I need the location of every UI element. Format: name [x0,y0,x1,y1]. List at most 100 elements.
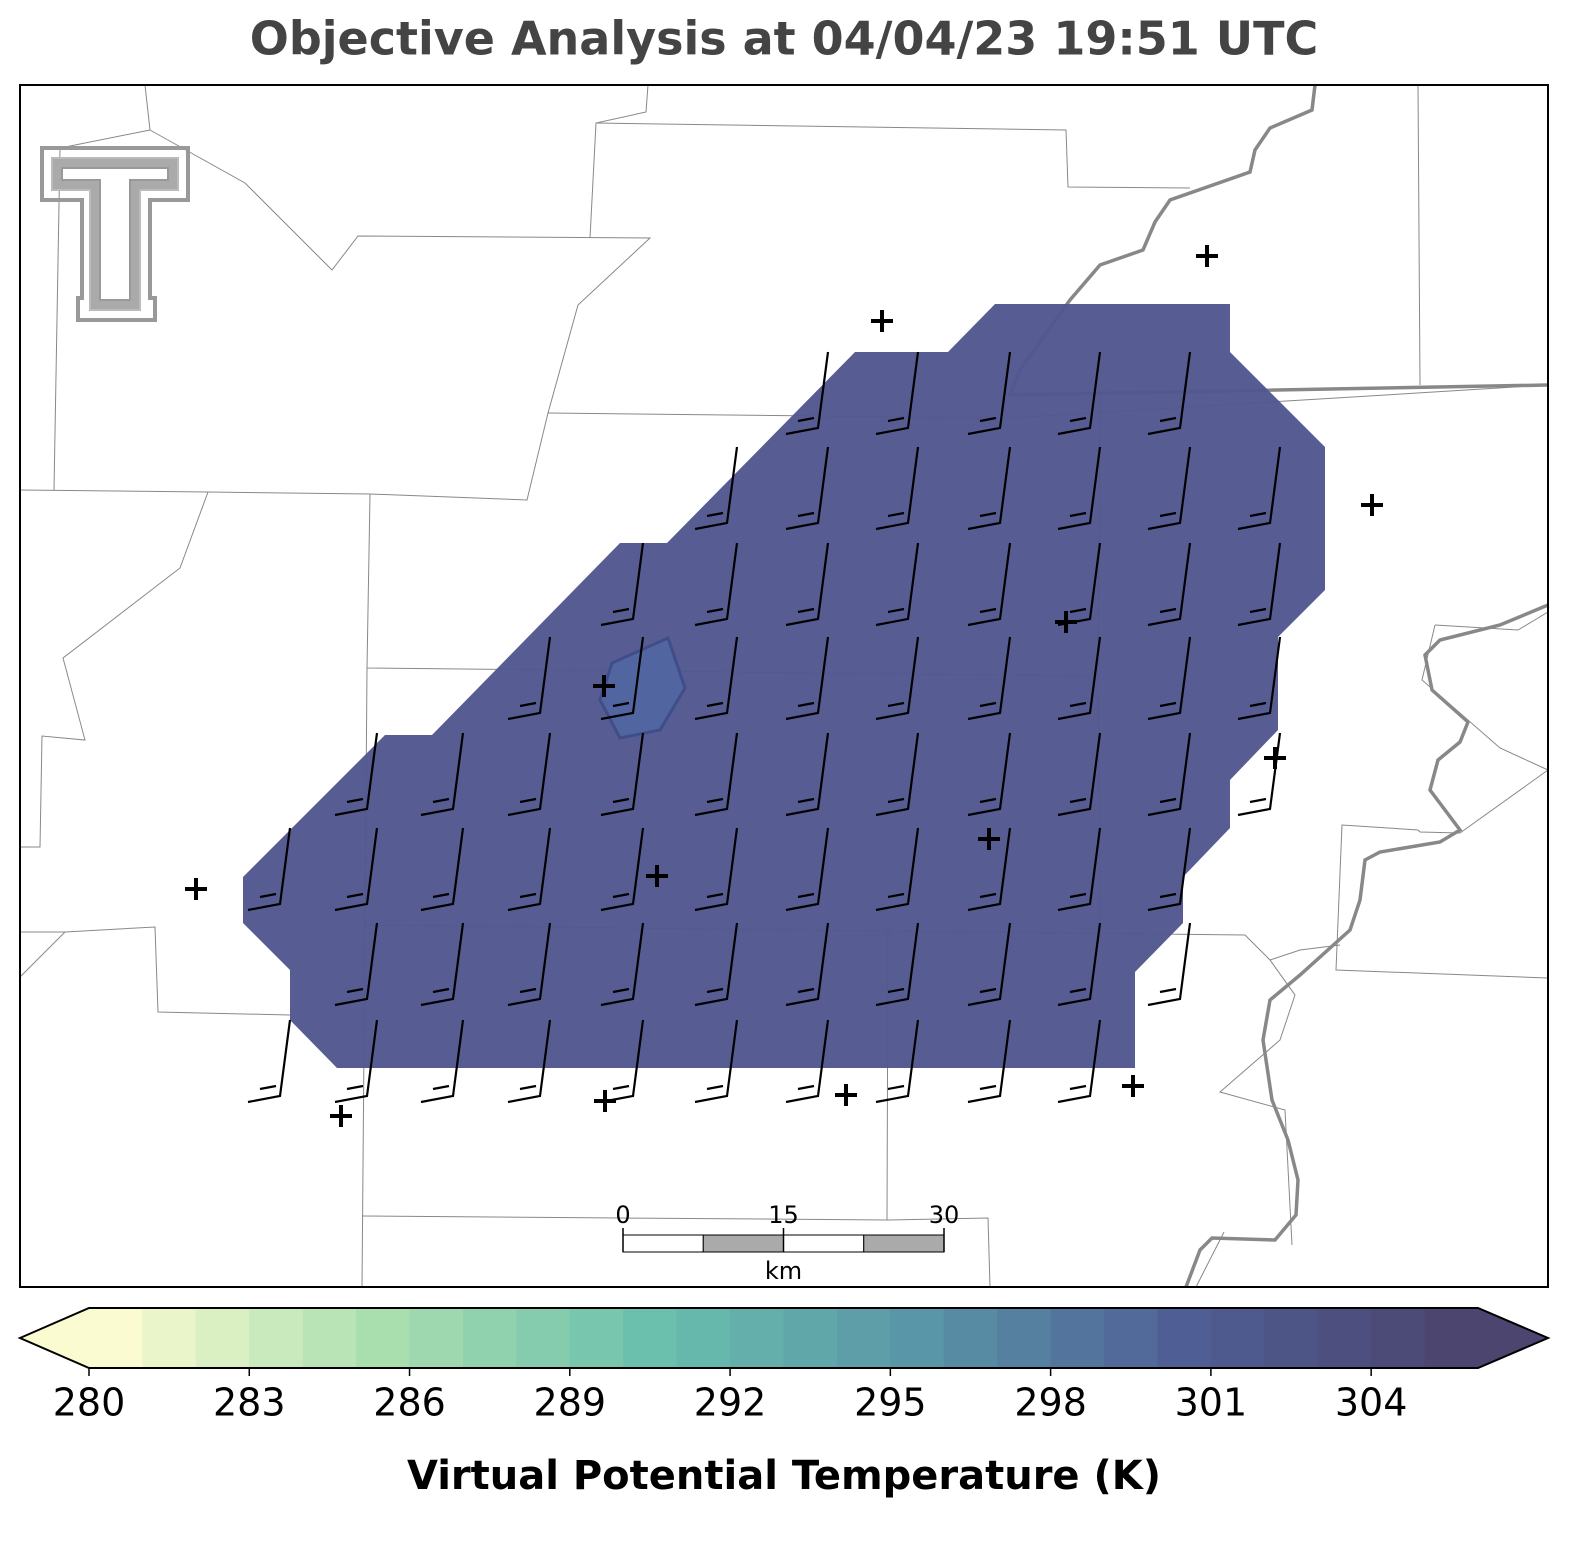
wind-barb [1147,922,1192,1007]
wind-barb [1237,636,1282,721]
wind-barb [694,1019,739,1104]
wind-barb [334,922,379,1007]
wind-barb [600,732,645,817]
wind-barb [967,636,1012,721]
scale-segment [702,1234,784,1253]
wind-barb [785,542,830,627]
station-marker [594,1090,616,1112]
scale-segment [783,1234,865,1253]
wind-barb [875,732,920,817]
colorbar-tick-label: 304 [1335,1381,1408,1425]
colorbar-level [89,1308,143,1368]
colorbar-level [1264,1308,1319,1368]
wind-barb [247,827,292,912]
colorbar-tick-label: 289 [534,1381,607,1425]
wind-barb [694,732,739,817]
scale-bar: 0 15 30 km [615,1201,959,1285]
wind-barb [1057,827,1102,912]
colorbar-tick-label: 295 [854,1381,927,1425]
colorbar-level [195,1308,250,1368]
wind-barb [507,636,552,721]
colorbar-level [1210,1308,1265,1368]
colorbar-level [890,1308,945,1368]
colorbar-extend-low [20,1308,89,1368]
wind-barb [967,732,1012,817]
colorbar: 280 283 286 289 292 295 298 301 304 [17,1307,1551,1425]
wind-barb [1147,827,1192,912]
colorbar-level [1157,1308,1212,1368]
station-marker [1196,245,1218,267]
wind-barb [967,827,1012,912]
wind-barb [967,446,1012,531]
colorbar-level [730,1308,784,1368]
wind-barb [1057,446,1102,531]
colorbar-level [142,1308,197,1368]
colorbar-level [356,1308,411,1368]
wind-barb [1057,1019,1102,1104]
colorbar-level [516,1308,571,1368]
wind-barb [420,922,465,1007]
wind-barbs [247,351,1282,1104]
colorbar-level [997,1308,1052,1368]
wind-barb [1057,351,1102,436]
wind-barb [1057,922,1102,1007]
wind-barb [507,827,552,912]
wind-barb [247,1019,292,1104]
colorbar-level [676,1308,731,1368]
wind-barb [1147,732,1192,817]
scale-tick-label: 30 [929,1201,960,1229]
scale-tick-label: 15 [768,1201,799,1229]
wind-barb [600,827,645,912]
colorbar-level [1317,1308,1372,1368]
colorbar-level [1050,1308,1105,1368]
wind-barb [785,732,830,817]
station-marker [646,865,668,887]
wind-barb [334,732,379,817]
wind-barb [785,827,830,912]
wind-barb [967,922,1012,1007]
station-marker [185,878,207,900]
wind-barb [875,636,920,721]
colorbar-tick-label: 283 [213,1381,286,1425]
wind-barb [967,351,1012,436]
stations [185,245,1383,1127]
wind-barb [875,351,920,436]
wind-barb [1147,636,1192,721]
station-marker [978,828,1000,850]
map: 0 15 30 km [19,84,1549,1288]
wind-barb [1237,446,1282,531]
scale-tick-label: 0 [615,1201,630,1229]
wind-barb [420,732,465,817]
wind-barb [694,636,739,721]
field-fill [243,304,1325,1068]
colorbar-tick-label: 280 [53,1381,126,1425]
scale-unit: km [765,1257,802,1285]
wind-barb [785,446,830,531]
wind-barb [785,351,830,436]
wind-barb [694,542,739,627]
station-marker [871,310,893,332]
wind-barb [1147,446,1192,531]
colorbar-label: Virtual Potential Temperature (K) [407,1453,1161,1499]
wind-barb [1237,542,1282,627]
colorbar-level [462,1308,517,1368]
colorbar-tick-label: 298 [1014,1381,1087,1425]
wind-barb [875,827,920,912]
wind-barb [875,922,920,1007]
logo [40,146,190,322]
station-marker [835,1084,857,1106]
station-marker [1122,1075,1144,1097]
station-marker [1264,747,1286,769]
wind-barb [600,922,645,1007]
colorbar-level [1371,1308,1426,1368]
station-marker [1055,611,1077,633]
colorbar-tick-label: 286 [373,1381,446,1425]
wind-barb [1147,351,1192,436]
colorbar-level [569,1308,624,1368]
colorbar-level [836,1308,891,1368]
scale-segment [863,1234,945,1253]
colorbar-level [943,1308,998,1368]
wind-barb [600,636,645,721]
colorbar-level [409,1308,464,1368]
wind-barb [875,446,920,531]
